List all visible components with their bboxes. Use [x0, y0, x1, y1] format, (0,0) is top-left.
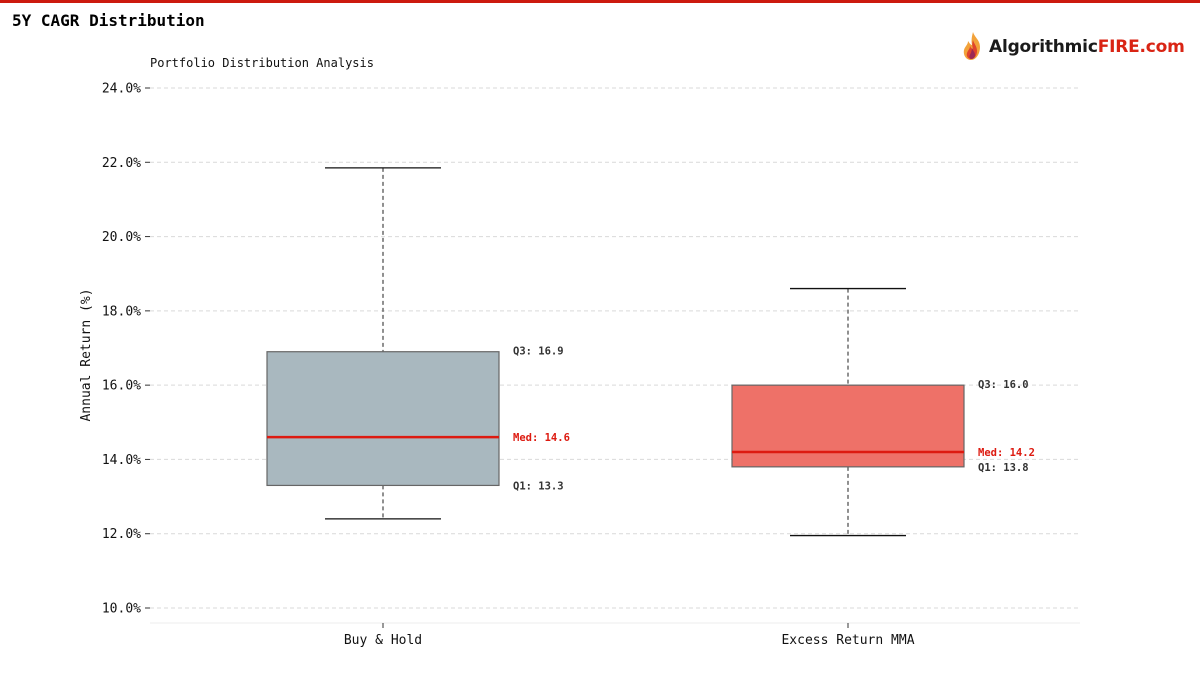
- y-tick-label: 22.0%: [102, 156, 141, 171]
- y-axis: 10.0% 12.0% 14.0% 16.0% 18.0% 20.0% 22.0% 24.0%: [102, 82, 150, 617]
- logo-main-text: Algorithmic: [989, 37, 1098, 57]
- q1-label: Q1: 13.8: [978, 462, 1029, 474]
- iqr-box: [731, 384, 965, 468]
- brand-logo[interactable]: AlgorithmicFIRE.com: [960, 30, 1185, 64]
- y-tick-label: 12.0%: [102, 527, 141, 542]
- y-tick-label: 20.0%: [102, 230, 141, 245]
- y-tick-label: 10.0%: [102, 602, 141, 617]
- y-tick-label: 24.0%: [102, 82, 141, 97]
- median-label: Med: 14.6: [513, 432, 570, 444]
- iqr-box: [266, 351, 500, 487]
- logo-wordmark: AlgorithmicFIRE.com: [989, 37, 1185, 57]
- y-tick-label: 18.0%: [102, 304, 141, 319]
- x-tick-label: Excess Return MMA: [781, 633, 914, 648]
- median-label: Med: 14.2: [978, 447, 1035, 459]
- y-tick-label: 16.0%: [102, 379, 141, 394]
- x-tick-label: Buy & Hold: [344, 633, 422, 648]
- logo-accent-text: FIRE.com: [1097, 37, 1185, 57]
- q3-label: Q3: 16.0: [978, 379, 1029, 391]
- box-series-1: Q3: 16.9 Med: 14.6 Q1: 13.3: [266, 167, 570, 520]
- q3-label: Q3: 16.9: [513, 346, 564, 358]
- page-title: 5Y CAGR Distribution: [12, 11, 205, 30]
- q1-label: Q1: 13.3: [513, 480, 564, 492]
- boxes-layer: Q3: 16.9 Med: 14.6 Q1: 13.3 Q3: 16.0 Med: 14…: [266, 167, 1035, 537]
- x-axis: Buy & Hold Excess Return MMA: [344, 623, 915, 648]
- chart-title: Portfolio Distribution Analysis: [150, 56, 374, 70]
- box-series-2: Q3: 16.0 Med: 14.2 Q1: 13.8: [731, 287, 1035, 537]
- top-accent-bar: [0, 0, 1200, 3]
- fire-icon: [963, 32, 980, 60]
- y-tick-label: 14.0%: [102, 453, 141, 468]
- y-axis-label: Annual Return (%): [79, 288, 94, 421]
